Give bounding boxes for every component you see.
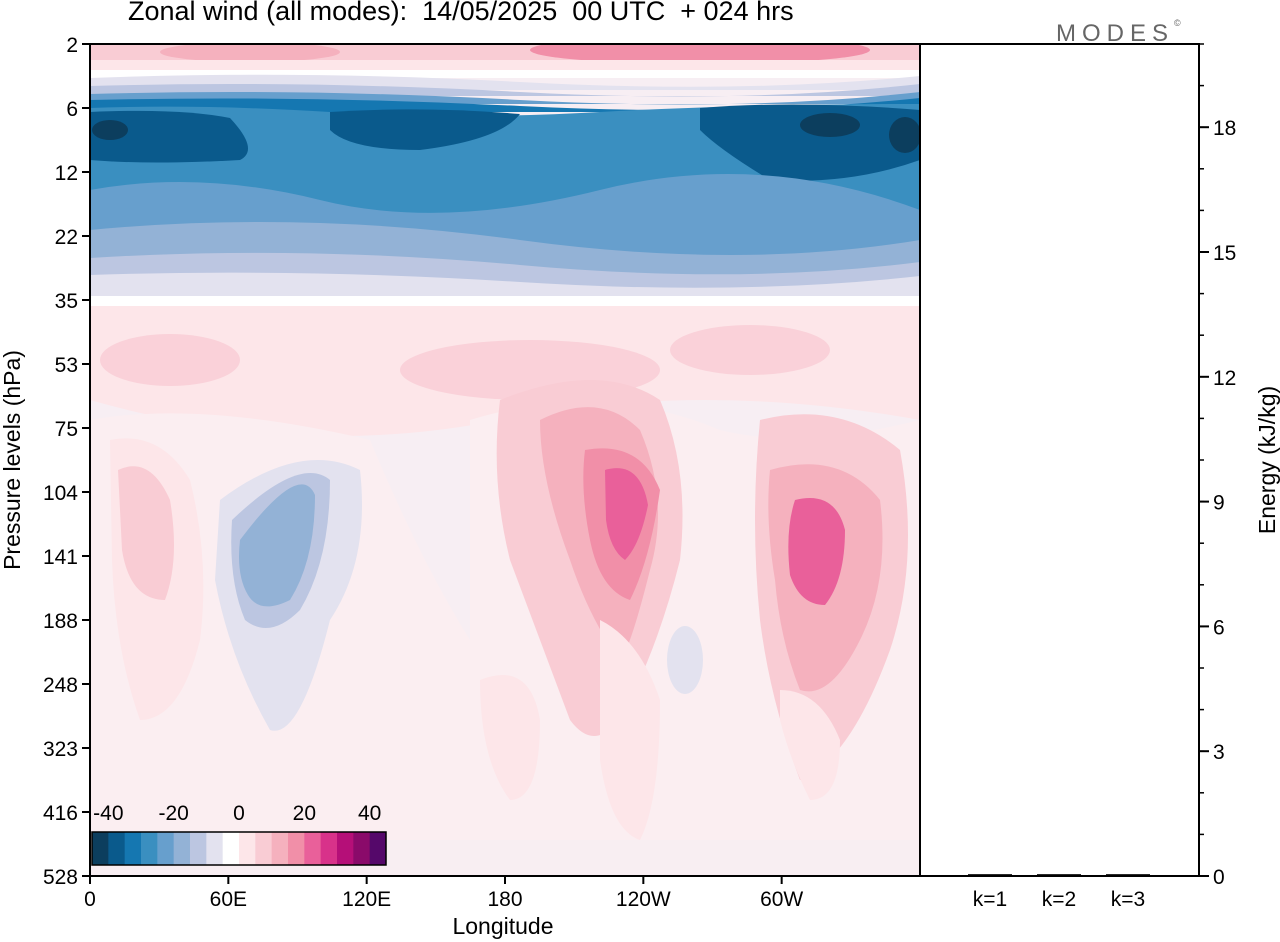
colorbar-swatch [369,832,387,865]
colorbar-swatch [255,832,273,865]
energy-tick-label: 18 [1213,117,1236,140]
energy-panel-frame [919,43,1200,877]
longitude-tick-label: 120W [616,888,671,911]
energy-panel: 0 3 6 9 12 15 18 k=1 k=2 k=3 Energy (kJ/kg) [919,43,1280,911]
pressure-tick-label: 104 [43,482,78,505]
energy-tick-label: 12 [1213,367,1236,390]
energy-tick-label: 3 [1213,741,1225,764]
pressure-tick-label: 416 [43,802,78,825]
colorbar-swatch [173,832,191,865]
colorbar: -40 -20 0 20 40 [91,802,387,866]
longitude-tick-label: 60E [210,888,247,911]
colorbar-swatch [222,832,240,865]
colorbar-swatch [141,832,158,865]
colorbar-swatch [353,832,371,865]
pressure-tick-label: 12 [55,162,78,185]
colorbar-tick-label: 20 [293,802,316,825]
colorbar-swatch [92,832,109,865]
pressure-axis-label: Pressure levels (hPa) [0,350,25,570]
energy-tick-label: 0 [1213,866,1225,889]
colorbar-tick-label: -20 [158,802,188,825]
longitude-tick-label: 120E [342,888,391,911]
pressure-tick-label: 53 [55,354,78,377]
colorbar-swatch [124,832,142,865]
modes-logo-text: MODES [1056,20,1175,47]
energy-category-label: k=2 [1042,888,1076,911]
pressure-tick-label: 248 [43,674,78,697]
colorbar-tick-label: 40 [358,802,381,825]
wind-field [90,44,920,876]
colorbar-tick-label: 0 [233,802,245,825]
energy-tick-label: 6 [1213,616,1225,639]
energy-tick-label: 15 [1213,242,1236,265]
pressure-tick-label: 75 [55,418,78,441]
energy-bars [968,874,1150,876]
pressure-tick-label: 22 [55,226,78,249]
colorbar-swatch [271,832,289,865]
energy-tick-label: 9 [1213,492,1225,515]
colorbar-tick-label: -40 [93,802,123,825]
pressure-tick-label: 35 [55,290,78,313]
colorbar-swatch [288,832,305,865]
pressure-tick-label: 6 [66,98,78,121]
chart-title: Zonal wind (all modes): 14/05/2025 00 UT… [128,0,794,26]
colorbar-frame [91,831,387,866]
pressure-tick-label: 188 [43,610,78,633]
colorbar-swatch [337,832,354,865]
longitude-axis: 0 60E 120E 180 120W 60W [84,876,803,911]
longitude-tick-label: 60W [760,888,803,911]
modes-logo: MODES© [1056,18,1181,48]
colorbar-swatch [239,832,256,865]
colorbar-swatch [190,832,207,865]
modes-logo-mark: © [1174,18,1181,28]
energy-axis-label: Energy (kJ/kg) [1254,386,1280,534]
colorbar-swatch [108,832,126,865]
colorbar-swatch [320,832,338,865]
pressure-tick-label: 2 [66,34,78,57]
longitude-axis-label: Longitude [452,913,553,939]
pressure-tick-label: 141 [43,546,78,569]
colorbar-swatch [157,832,175,865]
energy-bar [1106,874,1150,876]
colorbar-swatch [304,832,322,865]
energy-bar [968,874,1012,876]
colorbar-swatch [206,832,224,865]
energy-x-axis: k=1 k=2 k=3 [973,888,1145,911]
pressure-tick-label: 323 [43,738,78,761]
pressure-axis: 2 6 12 22 35 53 75 104 141 188 248 323 416 528 [43,34,90,889]
longitude-tick-label: 180 [487,888,522,911]
longitude-tick-label: 0 [84,888,96,911]
energy-bar [1037,874,1081,876]
energy-y-axis: 0 3 6 9 12 15 18 [1199,43,1236,889]
energy-category-label: k=1 [973,888,1007,911]
pressure-tick-label: 528 [43,866,78,889]
energy-category-label: k=3 [1111,888,1145,911]
